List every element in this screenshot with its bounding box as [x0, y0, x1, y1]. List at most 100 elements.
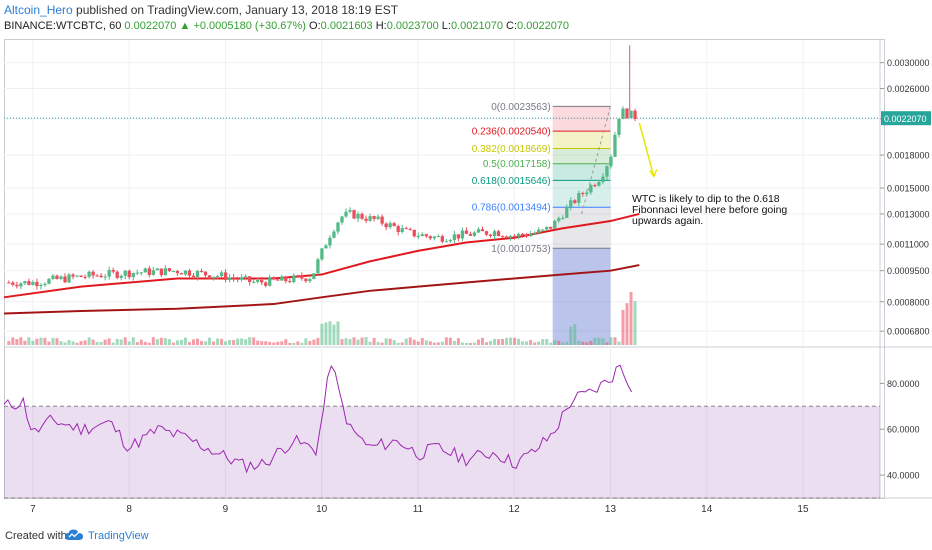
volume-bar: [135, 342, 139, 345]
candle-body: [360, 213, 364, 219]
candle-body: [179, 273, 184, 275]
volume-bar: [621, 309, 625, 345]
candle-body: [95, 275, 99, 277]
low-value: 0.0021070: [450, 20, 503, 32]
volume-bar: [75, 342, 79, 345]
volume-bar: [565, 341, 569, 345]
price-change: +0.0005180 (+30.67%): [193, 20, 306, 32]
candle-body: [51, 275, 55, 279]
volume-bar: [581, 341, 585, 345]
volume-bar: [67, 339, 71, 345]
candle-body: [384, 223, 388, 228]
volume-bar: [633, 300, 637, 345]
candle-body: [111, 270, 115, 272]
volume-bar: [476, 339, 480, 345]
axes: 7 8 9 10 11 12 13 14 15 0.0030000 0.0026000 0.00220…: [30, 58, 931, 515]
candle-body: [280, 276, 284, 281]
volume-bar: [103, 339, 107, 345]
annotation[interactable]: WTC is likely to dip to the 0.618Fibonna…: [632, 122, 787, 227]
volume-bar: [19, 337, 23, 345]
candle-body: [344, 211, 348, 217]
candle-body: [256, 279, 260, 282]
volume-bar: [577, 340, 581, 345]
candle-body: [408, 228, 412, 230]
volume-bar: [505, 337, 509, 345]
volume-bar: [448, 337, 452, 345]
volume-bar: [324, 322, 328, 345]
high-label: H:: [375, 20, 387, 32]
candle-body: [119, 275, 123, 278]
y-tick-label: 0.0006800: [887, 327, 930, 337]
volume-bar: [119, 339, 123, 345]
annotation-arrowhead-icon: [649, 169, 658, 178]
rsi-tick-label: 60.0000: [887, 425, 920, 435]
volume-bar: [155, 339, 159, 345]
candle-body: [324, 245, 328, 249]
candle-body: [629, 110, 633, 118]
volume-bar: [232, 340, 236, 345]
fib-trend-line: [581, 106, 611, 215]
volume-bar: [228, 340, 232, 345]
rsi-band: [4, 406, 880, 498]
volume-bar: [167, 339, 171, 345]
volume-bar: [468, 342, 472, 345]
tradingview-link[interactable]: TradingView: [88, 530, 149, 542]
volume-bar: [625, 303, 629, 345]
candle-body: [227, 277, 232, 280]
volume-bar: [424, 340, 428, 345]
volume-bar: [23, 340, 27, 345]
candle-body: [388, 223, 392, 228]
open-label: O:: [309, 20, 321, 32]
volume-bar: [79, 341, 83, 345]
volume-bar: [392, 340, 396, 345]
volume-bar: [316, 337, 320, 345]
volume-bar: [300, 342, 304, 345]
candle-body: [183, 270, 188, 275]
volume-bar: [276, 341, 280, 345]
volume-bar: [87, 337, 91, 345]
volume-bar: [360, 337, 364, 345]
candle-body: [320, 248, 324, 260]
volume-bar: [440, 341, 444, 345]
candle-body: [19, 283, 23, 287]
author-link[interactable]: Altcoin_Hero: [4, 3, 73, 17]
last-price: 0.0022070: [124, 20, 177, 32]
candle-body: [135, 272, 139, 274]
volume-bars: [7, 291, 637, 345]
volume-bar: [59, 341, 63, 345]
volume-bar: [216, 338, 220, 345]
volume-bar: [236, 338, 240, 345]
candle-body: [541, 229, 545, 231]
candle-body: [31, 281, 35, 285]
volume-bar: [340, 339, 344, 345]
candle-body: [508, 236, 513, 238]
volume-bar: [312, 339, 316, 345]
candle-body: [248, 276, 252, 283]
last-price-label: 0.0022070: [884, 114, 927, 124]
candle-body: [7, 282, 11, 284]
fibonacci-retracement[interactable]: 0(0.0023563) 0.236(0.0020540) 0.382(0.0018…: [472, 102, 611, 345]
ema-lines: [3, 212, 640, 315]
candle-body: [605, 166, 609, 177]
candle-body: [452, 234, 457, 241]
candle-body: [492, 231, 497, 236]
volume-bar: [553, 340, 557, 345]
volume-bar: [175, 340, 179, 345]
annotation-arrow: [638, 122, 655, 177]
volume-bar: [352, 337, 356, 345]
volume-bar: [549, 342, 553, 345]
candle-body: [504, 236, 509, 238]
candle-body: [432, 236, 436, 239]
volume-bar: [35, 338, 39, 345]
volume-bar: [573, 324, 577, 345]
volume-bar: [364, 337, 368, 345]
candle-body: [336, 222, 340, 232]
candle-body: [15, 284, 19, 287]
candle-body: [175, 270, 180, 274]
y-tick-label: 0.0008000: [887, 297, 930, 307]
candle-body: [488, 234, 493, 236]
volume-bar: [376, 342, 380, 345]
chart-canvas[interactable]: 0(0.0023563) 0.236(0.0020540) 0.382(0.0018…: [0, 0, 932, 522]
volume-bar: [320, 323, 324, 345]
y-tick-label: 0.0030000: [887, 58, 930, 68]
